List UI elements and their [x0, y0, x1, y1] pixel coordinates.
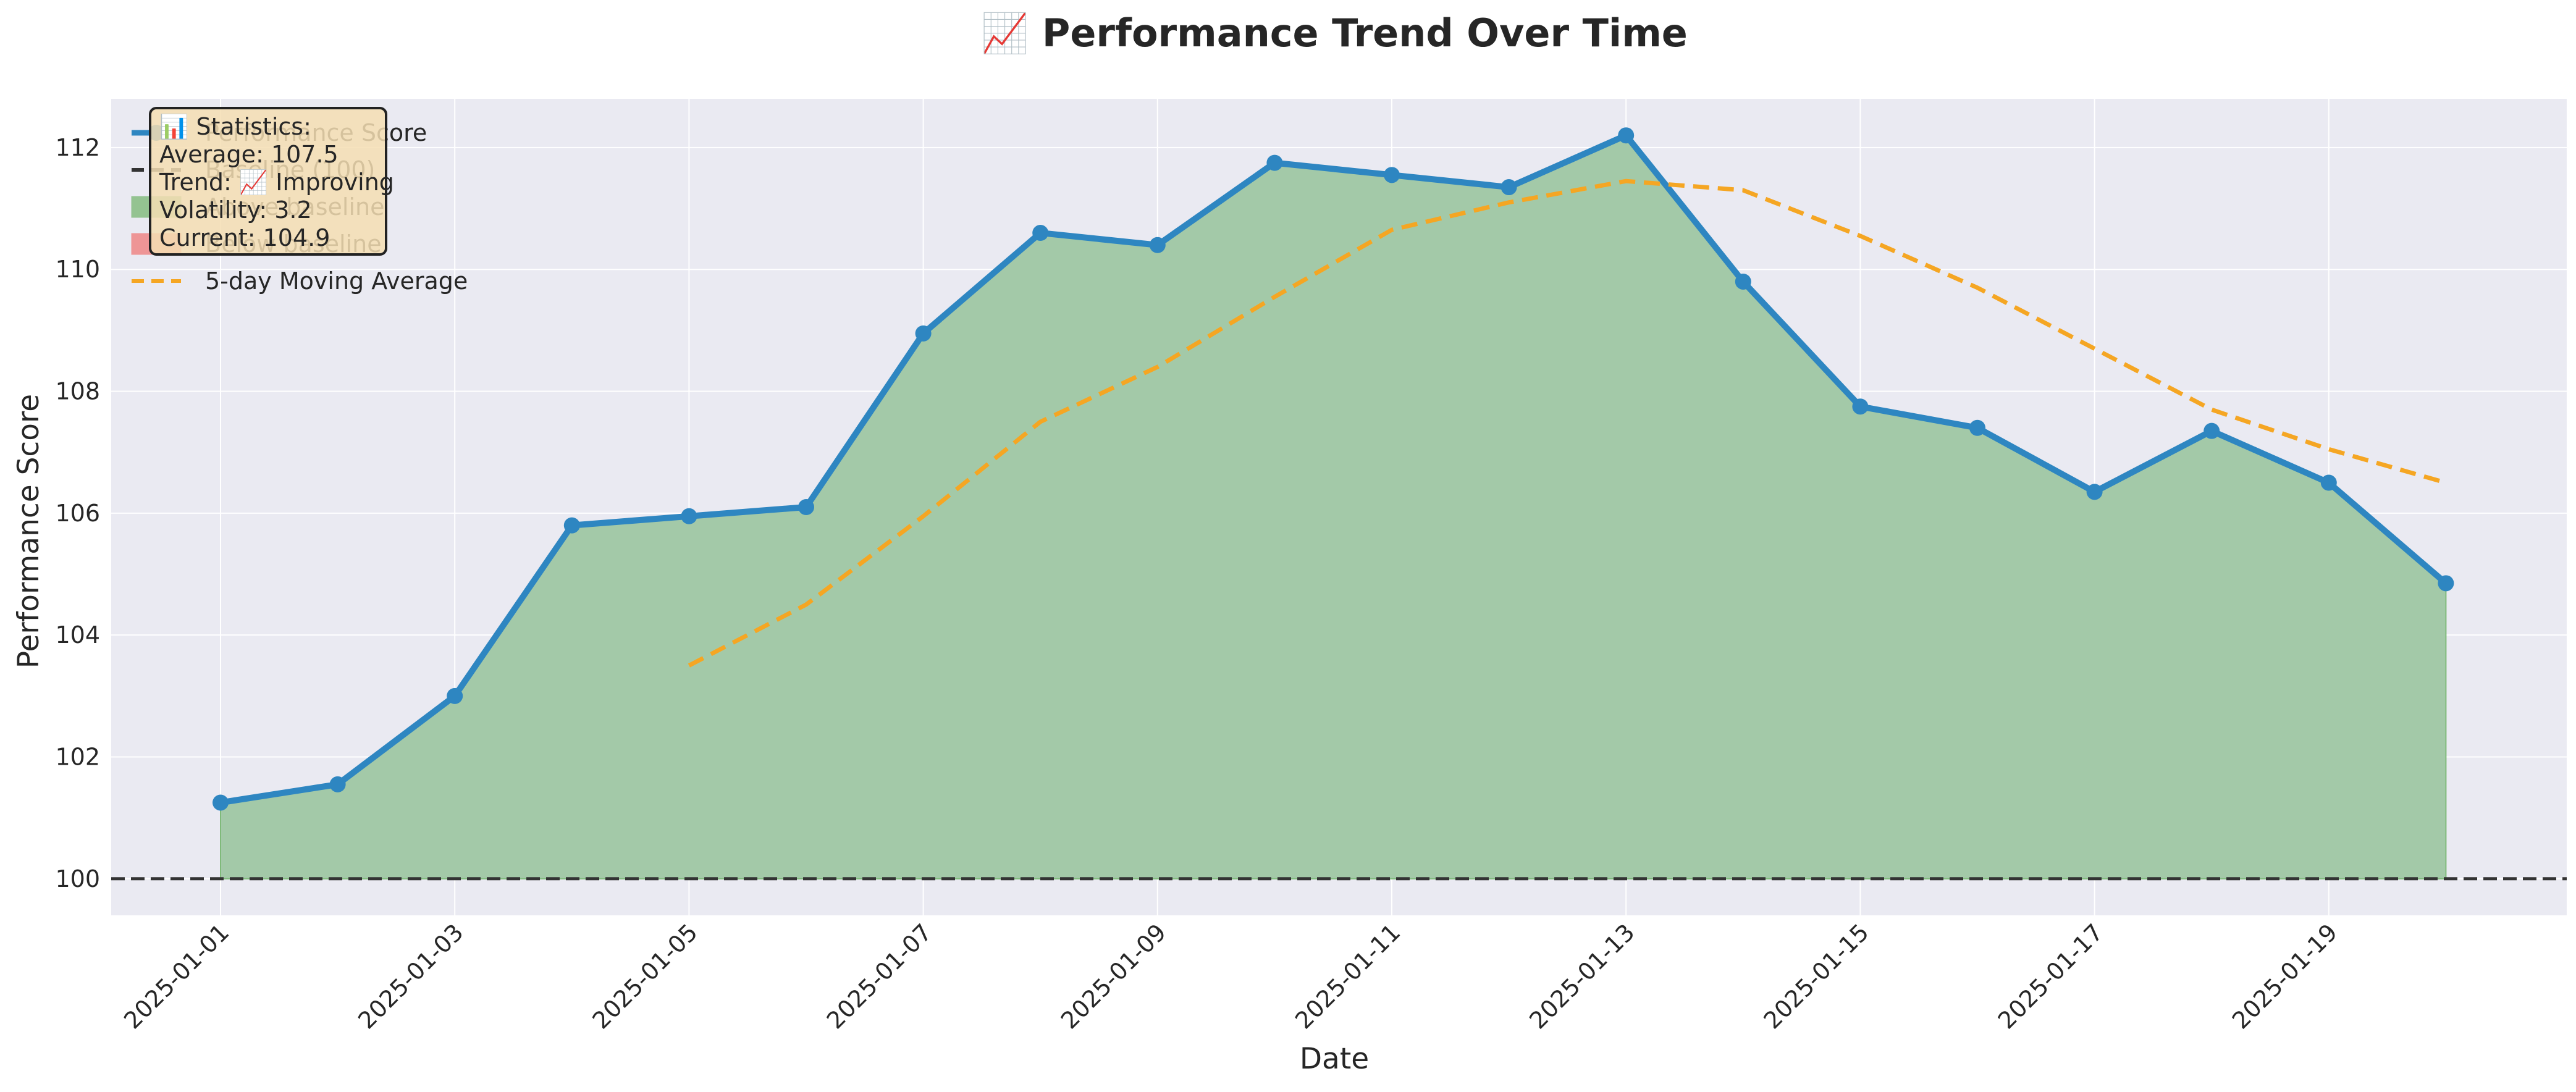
data-point: [2203, 422, 2220, 439]
data-point: [2086, 484, 2103, 500]
data-point: [1384, 167, 1400, 183]
x-tick-label: 2025-01-05: [587, 918, 702, 1034]
statistics-line: Trend: 📈 Improving: [159, 169, 394, 196]
data-point: [1501, 179, 1517, 196]
data-point: [329, 776, 346, 792]
data-point: [915, 325, 932, 342]
data-point: [1852, 398, 1869, 415]
data-point: [1032, 225, 1049, 242]
x-tick-label: 2025-01-09: [1056, 918, 1171, 1034]
performance-score-line: [220, 132, 2448, 806]
moving-average-line: [688, 178, 2447, 668]
y-tick-label: 110: [55, 256, 100, 283]
data-point: [563, 517, 580, 534]
y-tick-label: 106: [55, 500, 100, 527]
y-tick-label: 108: [55, 378, 100, 405]
data-point: [447, 687, 463, 704]
y-axis-ticks: 100 102 104 106 108 110 112: [55, 134, 100, 892]
data-point: [1266, 154, 1283, 171]
data-point: [1969, 419, 1985, 436]
data-point: [1618, 127, 1635, 144]
statistics-heading: 📊 Statistics:: [159, 113, 311, 140]
statistics-line: Volatility: 3.2: [159, 196, 312, 224]
data-points: [213, 127, 2454, 811]
data-point: [798, 499, 814, 515]
x-tick-label: 2025-01-11: [1290, 918, 1405, 1034]
statistics-line: Current: 104.9: [159, 224, 330, 251]
x-tick-label: 2025-01-13: [1524, 918, 1639, 1034]
legend-label: 5-day Moving Average: [205, 267, 468, 295]
data-point: [1149, 237, 1166, 253]
x-tick-label: 2025-01-17: [1993, 918, 2108, 1034]
chart-title: 📈 Performance Trend Over Time: [981, 10, 1688, 56]
series-lines: [220, 132, 2448, 806]
data-point: [2320, 474, 2337, 491]
y-tick-label: 100: [55, 865, 100, 892]
y-tick-label: 112: [55, 134, 100, 161]
x-axis-ticks: 2025-01-01 2025-01-03 2025-01-05 2025-01-07…: [119, 918, 2342, 1034]
y-axis-label: Performance Score: [12, 394, 46, 668]
x-tick-label: 2025-01-07: [822, 918, 937, 1034]
statistics-box-frame: [149, 107, 387, 256]
data-point: [681, 508, 697, 524]
x-tick-label: 2025-01-03: [353, 918, 468, 1034]
y-tick-label: 104: [55, 621, 100, 649]
statistics-line: Average: 107.5: [159, 141, 339, 168]
data-point: [2438, 575, 2454, 592]
data-point: [213, 794, 229, 811]
x-axis-label: Date: [1300, 1042, 1369, 1076]
x-tick-label: 2025-01-19: [2227, 918, 2342, 1034]
y-tick-label: 102: [55, 743, 100, 770]
x-tick-label: 2025-01-15: [1758, 918, 1874, 1034]
x-tick-label: 2025-01-01: [119, 918, 234, 1034]
data-point: [1735, 273, 1751, 290]
